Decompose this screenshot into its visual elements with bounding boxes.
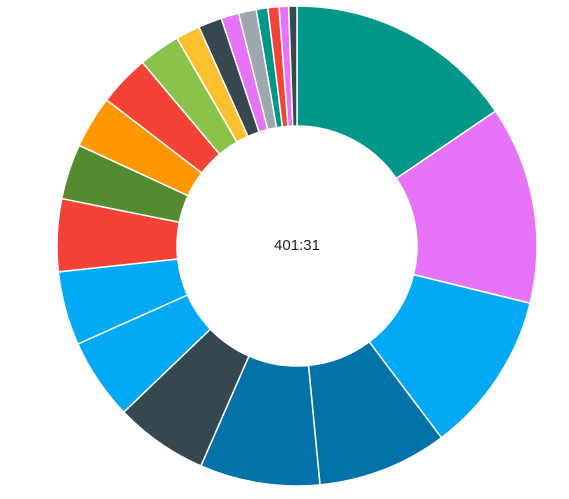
donut-slice [296, 5, 497, 180]
donut-slice [287, 5, 298, 127]
center-label: 401:31 [274, 237, 320, 254]
